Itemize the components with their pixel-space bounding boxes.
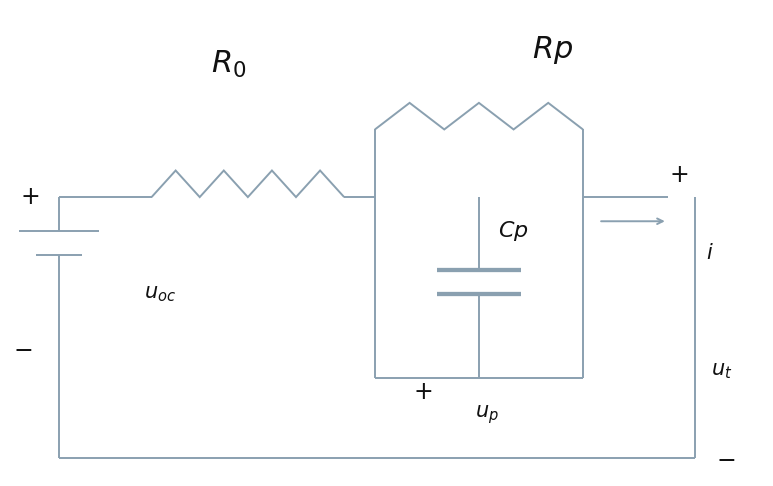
Text: $u_p$: $u_p$ <box>475 403 499 426</box>
Text: +: + <box>21 185 40 209</box>
Text: +: + <box>414 380 434 404</box>
Text: $R_0$: $R_0$ <box>211 49 247 80</box>
Text: $-$: $-$ <box>13 337 32 361</box>
Text: $i$: $i$ <box>707 243 713 262</box>
Text: $-$: $-$ <box>716 448 735 471</box>
Text: +: + <box>669 163 689 187</box>
Text: $u_t$: $u_t$ <box>711 361 732 381</box>
Text: $Cp$: $Cp$ <box>499 219 529 243</box>
Text: $u_{oc}$: $u_{oc}$ <box>144 284 176 304</box>
Text: $Rp$: $Rp$ <box>532 34 573 66</box>
